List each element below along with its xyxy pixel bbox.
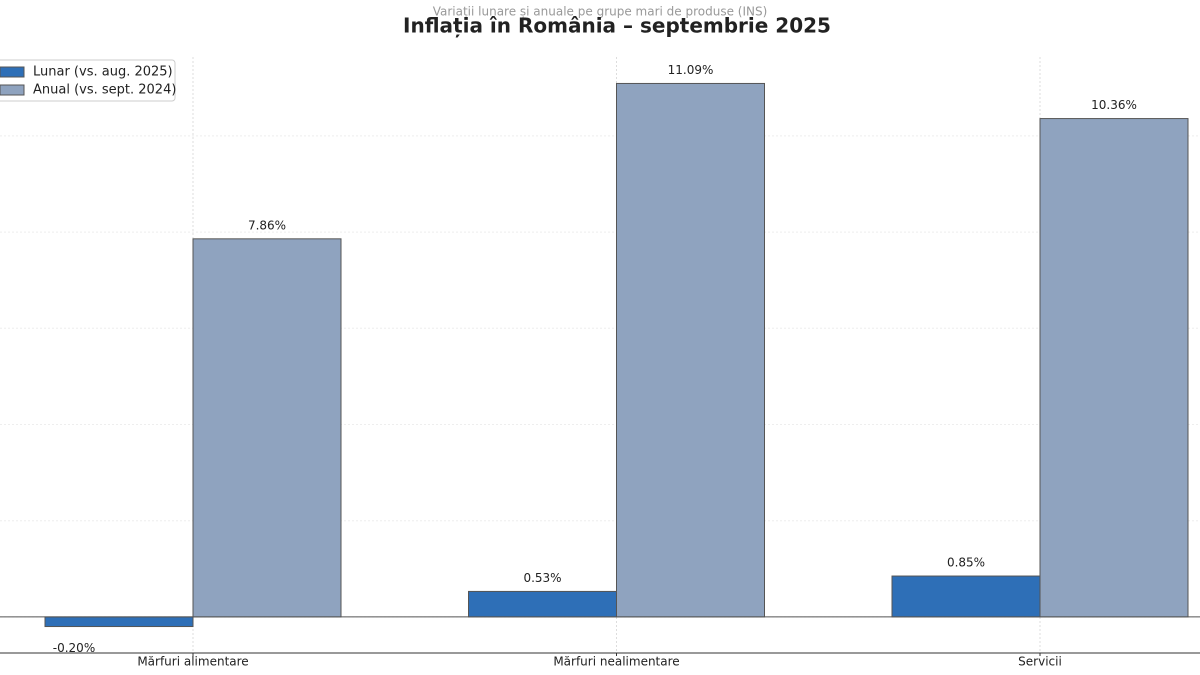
bar	[891, 575, 1041, 618]
value-label: 7.86%	[248, 218, 286, 232]
chart-title: Inflația în România – septembrie 2025	[403, 14, 831, 38]
legend-swatch	[0, 66, 25, 78]
value-label: 0.85%	[947, 556, 985, 570]
x-tick-label: Servicii	[1018, 655, 1062, 669]
value-label: 10.36%	[1091, 98, 1137, 112]
chart-subtitle: Variații lunare și anuale pe grupe mari …	[433, 5, 768, 19]
bar	[44, 616, 194, 628]
legend-label: Lunar (vs. aug. 2025)	[33, 65, 173, 80]
value-label: -0.20%	[53, 641, 95, 655]
legend-box	[0, 59, 176, 102]
bar	[468, 590, 617, 618]
value-label: 0.53%	[523, 571, 561, 585]
x-tick-label: Mărfuri alimentare	[137, 655, 248, 669]
bar	[192, 238, 342, 618]
legend-label: Anual (vs. sept. 2024)	[33, 83, 176, 98]
bar	[1039, 118, 1189, 618]
bar	[616, 82, 765, 618]
value-label: 11.09%	[668, 63, 714, 77]
x-tick-label: Mărfuri nealimentare	[553, 655, 679, 669]
legend-swatch	[0, 84, 25, 96]
